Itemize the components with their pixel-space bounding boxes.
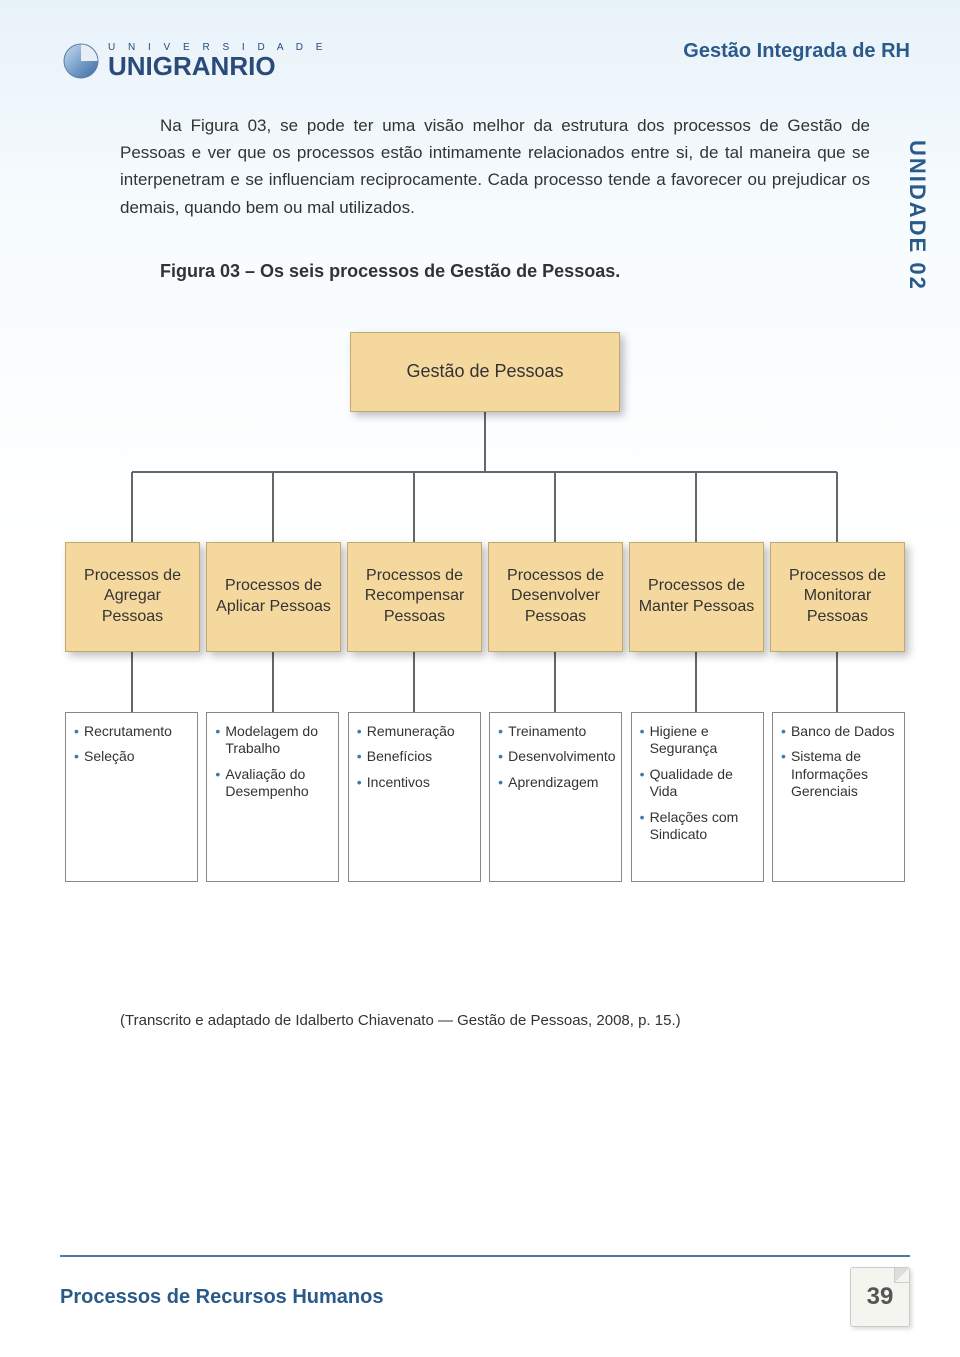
level2-box: Processos de Agregar Pessoas xyxy=(65,542,200,652)
level2-box: Processos de Monitorar Pessoas xyxy=(770,542,905,652)
list-item: Qualidade de Vida xyxy=(640,766,757,801)
body-paragraph: Na Figura 03, se pode ter uma visão melh… xyxy=(120,112,870,221)
logo: U N I V E R S I D A D E UNIGRANRIO xyxy=(60,40,327,82)
figure-caption: Figura 03 – Os seis processos de Gestão … xyxy=(160,261,910,282)
list-item: Desenvolvimento xyxy=(498,748,615,766)
list-item: Higiene e Segurança xyxy=(640,723,757,758)
list-item: Recrutamento xyxy=(74,723,191,741)
citation: (Transcrito e adaptado de Idalberto Chia… xyxy=(120,1012,910,1029)
list-item: Benefícios xyxy=(357,748,474,766)
page-footer: Processos de Recursos Humanos 39 xyxy=(60,1255,910,1327)
diagram-root-box: Gestão de Pessoas xyxy=(350,332,620,412)
diagram-level2-row: Processos de Agregar Pessoas Processos d… xyxy=(65,542,905,652)
level3-box: Banco de Dados Sistema de Informações Ge… xyxy=(772,712,905,882)
unit-label: UNIDADE 02 xyxy=(904,140,930,291)
level2-box: Processos de Recompensar Pessoas xyxy=(347,542,482,652)
page-header: U N I V E R S I D A D E UNIGRANRIO Gestã… xyxy=(60,40,910,82)
org-diagram: Gestão de Pessoas Processos de Agregar P… xyxy=(65,312,905,892)
level3-box: Modelagem do Trabalho Avaliação do Desem… xyxy=(206,712,339,882)
level2-box: Processos de Aplicar Pessoas xyxy=(206,542,341,652)
list-item: Relações com Sindicato xyxy=(640,809,757,844)
list-item: Avaliação do Desempenho xyxy=(215,766,332,801)
logo-name: UNIGRANRIO xyxy=(108,53,327,79)
level3-box: Remuneração Benefícios Incentivos xyxy=(348,712,481,882)
page-number-badge: 39 xyxy=(850,1267,910,1327)
list-item: Incentivos xyxy=(357,774,474,792)
list-item: Remuneração xyxy=(357,723,474,741)
list-item: Sistema de Informações Gerenciais xyxy=(781,748,898,801)
level3-box: Treinamento Desenvolvimento Aprendizagem xyxy=(489,712,622,882)
diagram-level3-row: Recrutamento Seleção Modelagem do Trabal… xyxy=(65,712,905,882)
list-item: Banco de Dados xyxy=(781,723,898,741)
logo-icon xyxy=(60,40,102,82)
list-item: Aprendizagem xyxy=(498,774,615,792)
list-item: Modelagem do Trabalho xyxy=(215,723,332,758)
footer-title: Processos de Recursos Humanos xyxy=(60,1286,383,1309)
level3-box: Recrutamento Seleção xyxy=(65,712,198,882)
level3-box: Higiene e Segurança Qualidade de Vida Re… xyxy=(631,712,764,882)
footer-divider xyxy=(60,1255,910,1257)
document-title: Gestão Integrada de RH xyxy=(683,40,910,63)
list-item: Treinamento xyxy=(498,723,615,741)
level2-box: Processos de Desenvolver Pessoas xyxy=(488,542,623,652)
level2-box: Processos de Manter Pessoas xyxy=(629,542,764,652)
list-item: Seleção xyxy=(74,748,191,766)
